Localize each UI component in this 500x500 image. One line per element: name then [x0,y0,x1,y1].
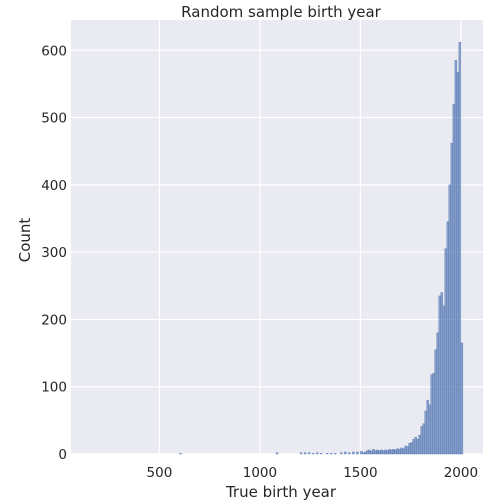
histogram-bar [376,449,379,455]
histogram-bar [436,332,439,455]
y-tick-label: 300 [41,245,67,261]
histogram-bar [344,451,347,455]
histogram-bar [440,292,444,455]
histogram-bar [442,305,446,455]
histogram-bar [307,452,311,455]
histogram-bar [414,436,417,455]
histogram-bar [394,449,397,455]
x-tick-label: 2000 [444,465,478,481]
histogram-bar [426,399,429,455]
histogram-bar [326,453,329,455]
histogram-bars [179,42,464,455]
x-axis-label: True birth year [225,483,337,500]
histogram-bar [448,184,452,455]
histogram-bar [432,373,435,455]
histogram-bar [398,449,401,455]
histogram-bar [438,295,441,455]
y-tick-label: 200 [41,312,67,328]
histogram-bar [452,103,456,455]
histogram-bar [386,450,389,455]
histogram-bar [456,72,460,455]
histogram-bar [368,449,371,455]
x-tick-label: 500 [147,465,173,481]
histogram-bar [340,452,343,455]
histogram-bar [334,453,337,455]
y-tick-label: 100 [41,380,67,396]
histogram-bar [410,442,413,455]
histogram-bar [390,449,393,455]
histogram-bar [380,449,383,455]
histogram-bar [424,410,427,455]
histogram-bar [360,451,363,455]
histogram-bar [320,453,323,455]
histogram-bar [420,426,423,455]
histogram-bar [412,438,415,455]
histogram-bar [430,374,433,455]
chart-title: Random sample birth year [181,3,381,21]
histogram-bar [434,349,437,455]
histogram-bar [366,450,369,455]
histogram-bar [275,452,279,455]
histogram-bar [460,342,464,455]
histogram-bar [330,453,333,455]
histogram-bar [299,452,303,455]
histogram-bar [396,448,399,455]
histogram-bar [378,450,381,455]
histogram-bar [418,434,421,455]
histogram-bar [400,447,403,455]
y-tick-label: 500 [41,111,67,127]
histogram-bar [374,450,377,455]
histogram-bar [179,453,182,455]
histogram-bar [392,449,395,455]
x-tick-label: 1000 [243,465,277,481]
histogram-bar [428,404,431,455]
histogram-bar [315,452,319,455]
x-tick-label: 1500 [343,465,377,481]
histogram-bar [454,60,458,455]
histogram-bar [356,451,359,455]
histogram-bar [352,451,355,455]
y-axis-label: Count [16,218,34,263]
histogram-bar [450,142,454,455]
y-tick-label: 0 [58,447,67,463]
histogram-bar [303,452,307,455]
histogram-bar [384,449,387,455]
histogram-bar [402,448,405,455]
histogram-bar [416,438,419,455]
x-axis-ticks: 500 1000 1500 2000 [147,465,479,481]
histogram-bar [388,449,391,455]
histogram-bar [404,445,407,455]
histogram-bar [444,248,448,455]
histogram-bar [370,451,373,455]
y-tick-label: 400 [41,178,67,194]
histogram-bar [382,450,385,455]
y-tick-label: 600 [41,43,67,59]
histogram-bar [362,452,365,455]
histogram-bar [458,42,462,455]
histogram-bar [406,446,409,455]
histogram-bar [446,221,450,455]
plot-background [71,20,483,454]
y-axis-ticks: 0 100 200 300 400 500 600 [41,43,67,463]
histogram-bar [372,449,375,455]
histogram-bar [422,423,425,455]
histogram-bar [364,451,367,455]
histogram-bar [348,452,351,455]
histogram-bar [311,453,315,455]
histogram-bar [408,443,411,455]
